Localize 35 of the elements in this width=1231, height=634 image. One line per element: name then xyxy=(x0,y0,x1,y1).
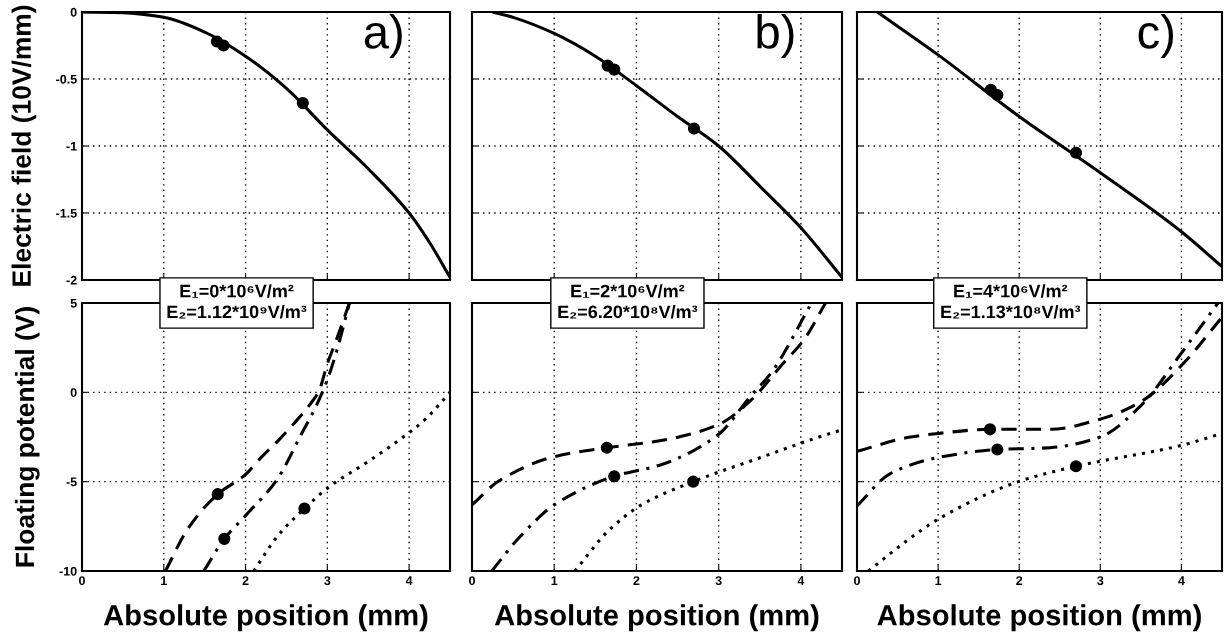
annotation: E₁=0*10⁶V/m² E₂=1.12*10⁹V/m³ xyxy=(167,284,307,319)
x-axis-title: Absolute position (mm) xyxy=(103,604,428,632)
y-tick-label: -1.5 xyxy=(56,208,77,218)
x-tick-label: 1 xyxy=(551,576,558,585)
y-tick-label: 0 xyxy=(70,7,77,17)
annotation: c) xyxy=(1138,14,1174,59)
x-tick-label: 3 xyxy=(715,576,722,586)
x-tick-label: 0 xyxy=(469,576,475,586)
x-tick-label: 3 xyxy=(1097,576,1104,586)
annotation: E₁=4*10⁶V/m² E₂=1.13*10⁸V/m³ xyxy=(941,284,1081,319)
y-tick-label: 0 xyxy=(70,388,77,397)
x-tick-label: 4 xyxy=(797,576,805,585)
y-tick-label: 5 xyxy=(70,298,77,308)
y-tick-label: -5 xyxy=(66,477,77,487)
y-axis-title: Electric field (10V/mm) xyxy=(11,5,37,286)
y-tick-label: -10 xyxy=(59,566,77,576)
x-tick-label: 4 xyxy=(405,576,413,585)
x-tick-label: 0 xyxy=(79,576,85,586)
annotation: a) xyxy=(364,14,402,59)
x-axis-title: Absolute position (mm) xyxy=(877,604,1201,632)
y-axis-title: Floating potential (V) xyxy=(14,307,40,567)
annotation: E₁=2*10⁶V/m² E₂=6.20*10⁸V/m³ xyxy=(558,284,698,319)
annotation: b) xyxy=(757,14,794,59)
x-tick-label: 3 xyxy=(324,576,331,586)
y-tick-label: -1 xyxy=(66,141,77,151)
x-tick-label: 2 xyxy=(633,576,640,585)
x-tick-label: 2 xyxy=(242,576,249,585)
x-axis-title: Absolute position (mm) xyxy=(494,604,819,632)
y-tick-label: -0.5 xyxy=(56,74,77,84)
y-tick-label: -2 xyxy=(66,275,77,285)
x-tick-label: 1 xyxy=(935,576,942,585)
x-tick-label: 2 xyxy=(1016,576,1023,585)
x-tick-label: 1 xyxy=(161,576,167,585)
x-tick-label: 4 xyxy=(1178,576,1185,585)
x-tick-label: 0 xyxy=(854,576,860,586)
